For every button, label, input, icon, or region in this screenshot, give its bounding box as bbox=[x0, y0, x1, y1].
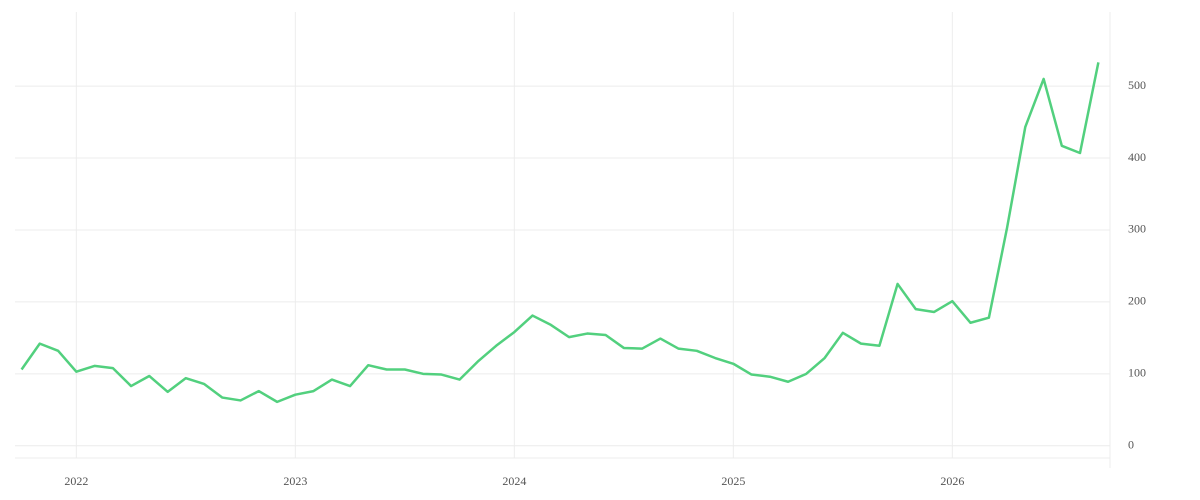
x-tick-label: 2023 bbox=[283, 474, 307, 488]
y-tick-label: 400 bbox=[1128, 150, 1146, 164]
x-tick-label: 2022 bbox=[64, 474, 88, 488]
x-tick-label: 2025 bbox=[721, 474, 745, 488]
x-tick-label: 2024 bbox=[502, 474, 526, 488]
y-tick-label: 0 bbox=[1128, 438, 1134, 452]
y-tick-label: 200 bbox=[1128, 294, 1146, 308]
y-tick-label: 500 bbox=[1128, 78, 1146, 92]
x-tick-label: 2026 bbox=[940, 474, 964, 488]
y-tick-label: 300 bbox=[1128, 222, 1146, 236]
line-series bbox=[20, 62, 1100, 404]
y-tick-label: 100 bbox=[1128, 366, 1146, 380]
